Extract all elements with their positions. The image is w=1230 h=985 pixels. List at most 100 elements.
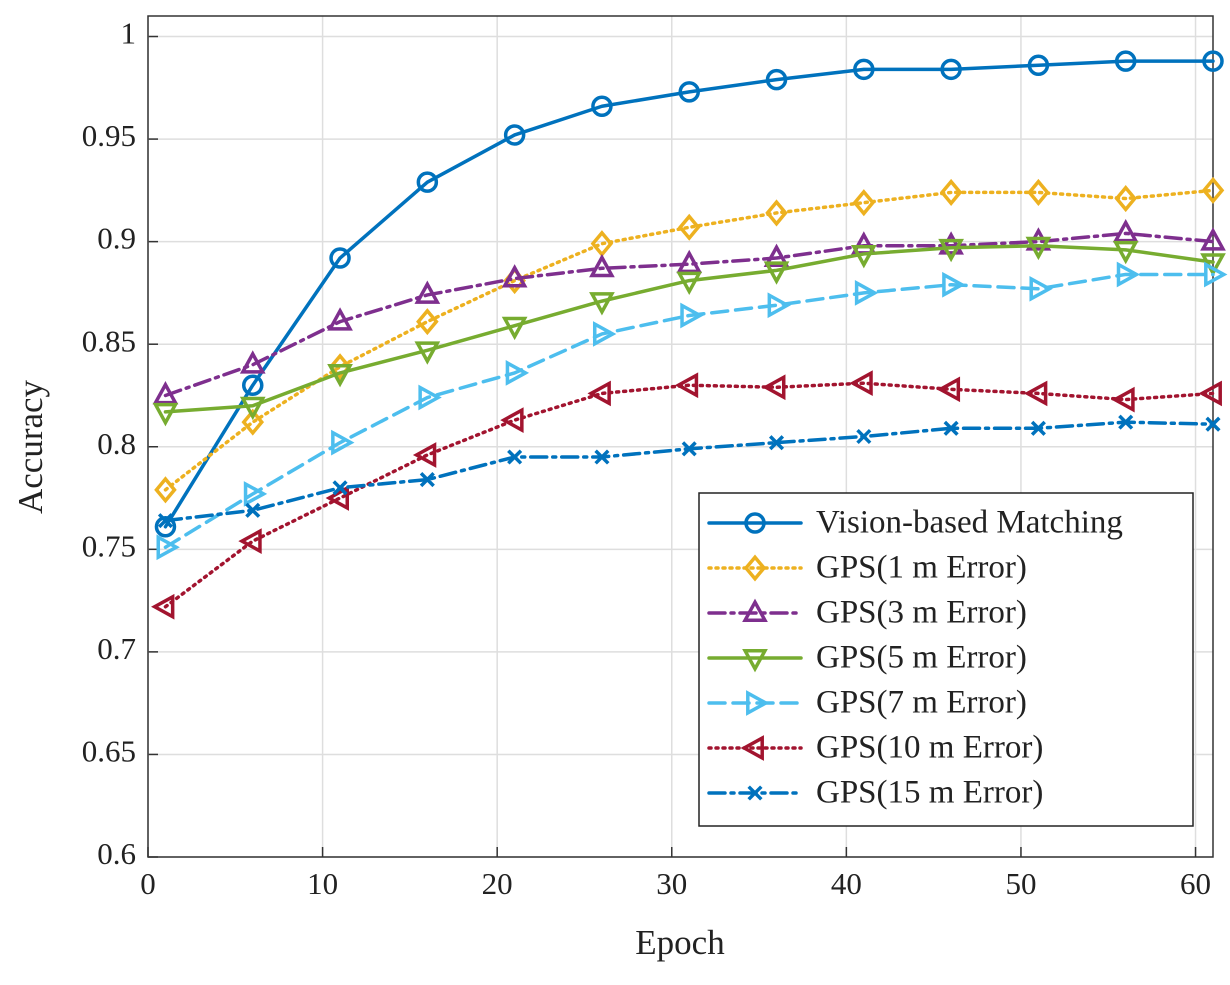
data-point [942, 271, 966, 298]
x-tick-label: 40 [831, 866, 862, 901]
data-point [587, 380, 611, 407]
legend-marker [740, 735, 764, 761]
data-point [589, 292, 615, 316]
legend-label: GPS(10 m Error) [816, 730, 1043, 766]
series-line [163, 272, 1215, 550]
data-point [1112, 218, 1139, 243]
data-point [592, 321, 617, 347]
data-point [1111, 386, 1135, 413]
data-point [767, 292, 791, 319]
data-point [1114, 50, 1137, 72]
data-point [939, 178, 963, 206]
legend-marker [743, 554, 767, 582]
data-point [241, 408, 265, 436]
data-point [500, 407, 524, 433]
data-point [243, 481, 268, 507]
data-point [1201, 176, 1225, 204]
y-tick-label: 0.75 [82, 528, 136, 563]
data-point [765, 199, 788, 227]
data-point [327, 307, 353, 331]
data-point [501, 316, 528, 341]
data-point [419, 472, 435, 488]
data-point [1029, 275, 1053, 302]
data-point [674, 372, 699, 399]
y-tick-label: 0.7 [97, 631, 136, 666]
data-point [854, 280, 879, 306]
data-point [156, 534, 180, 561]
data-point [154, 516, 177, 538]
data-point [1200, 227, 1226, 251]
data-point [154, 476, 177, 504]
legend-label: GPS(15 m Error) [816, 775, 1043, 811]
data-point [239, 396, 266, 421]
y-tick-label: 0.6 [97, 836, 136, 871]
series-line [163, 188, 1215, 492]
data-point [242, 374, 264, 396]
data-point [1112, 240, 1139, 265]
data-point [416, 308, 439, 336]
data-point [1204, 261, 1228, 288]
y-axis-label: Accuracy [11, 379, 50, 514]
data-point [332, 480, 348, 496]
legend-marker [742, 598, 768, 622]
data-point [676, 271, 703, 296]
data-point [940, 58, 962, 81]
data-point [1025, 236, 1052, 261]
legend-label: GPS(5 m Error) [816, 640, 1027, 676]
x-tick-label: 20 [482, 866, 513, 901]
series-line [163, 381, 1215, 609]
data-point [763, 261, 790, 285]
data-point [680, 302, 704, 329]
x-tick-label: 10 [307, 866, 338, 901]
data-point [763, 243, 790, 267]
data-point [414, 341, 441, 365]
data-point [325, 485, 349, 511]
data-point [507, 449, 523, 465]
data-point [1114, 185, 1137, 213]
data-point [762, 374, 786, 401]
data-point [416, 171, 439, 193]
data-point [850, 244, 877, 269]
data-point [327, 363, 353, 388]
y-tick-label: 0.95 [82, 118, 136, 153]
data-point [414, 280, 441, 304]
data-point [501, 264, 528, 288]
data-point [1116, 261, 1141, 288]
data-point [1030, 420, 1046, 436]
data-point [1118, 414, 1134, 430]
data-point [1023, 380, 1048, 407]
data-point [503, 124, 526, 146]
data-point [151, 593, 175, 620]
data-point [591, 95, 613, 118]
data-point [681, 441, 697, 457]
data-point [768, 435, 785, 451]
legend-label: GPS(1 m Error) [816, 550, 1027, 586]
legend-marker [747, 785, 763, 801]
data-point [677, 213, 701, 241]
data-point [152, 402, 179, 427]
data-point [936, 376, 961, 403]
y-tick-label: 0.9 [97, 221, 136, 256]
x-tick-label: 0 [140, 866, 156, 901]
x-axis-label: Epoch [635, 923, 725, 962]
data-point [1027, 54, 1050, 76]
series-line [163, 231, 1215, 398]
data-point [418, 384, 442, 411]
data-point [245, 502, 261, 518]
plot-frame [147, 15, 1214, 858]
x-tick-label: 50 [1005, 866, 1036, 901]
legend-label: GPS(7 m Error) [816, 685, 1027, 721]
data-point [852, 189, 876, 217]
data-point [853, 58, 875, 81]
legend-label: Vision-based Matching [816, 505, 1123, 541]
data-point [594, 449, 610, 465]
data-point [1205, 416, 1221, 432]
data-point [676, 249, 703, 274]
data-point [943, 420, 959, 436]
data-point [1198, 380, 1222, 407]
legend-marker [744, 512, 766, 534]
legend-marker [746, 690, 770, 716]
data-point [329, 247, 351, 269]
data-point [938, 231, 964, 255]
